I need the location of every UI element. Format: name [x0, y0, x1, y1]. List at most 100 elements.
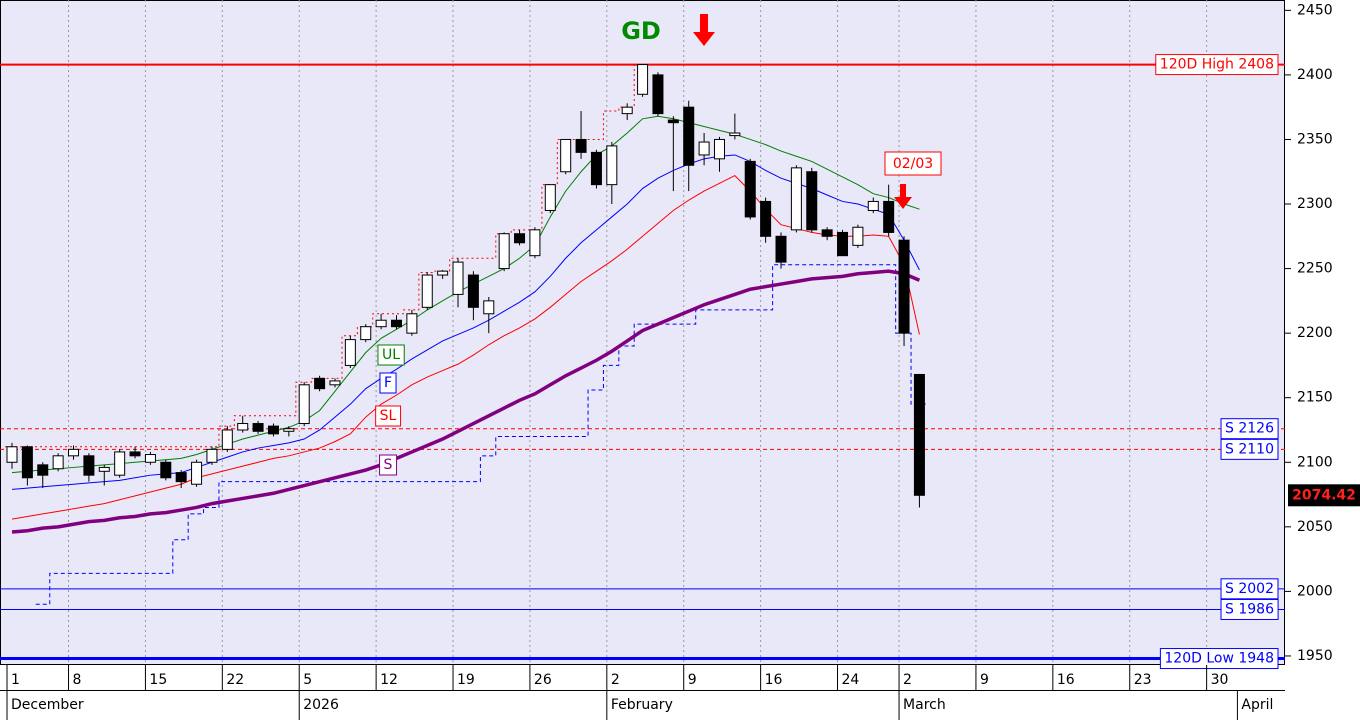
x-tick-label: 23 [1134, 672, 1152, 688]
level-label: 120D Low 1948 [1164, 651, 1274, 667]
candle-body [837, 231, 849, 257]
candle-body [68, 448, 80, 457]
x-tick-label: 1 [11, 672, 20, 688]
candle-body [560, 138, 572, 173]
candle-body [883, 200, 895, 233]
trail-line [5, 64, 927, 448]
y-tick-label: 2000 [1297, 583, 1333, 599]
candle-body [467, 274, 479, 308]
candle-body [298, 384, 310, 425]
y-tick-label: 2450 [1297, 2, 1333, 18]
x-tick-label: 15 [149, 672, 167, 688]
x-tick-label: 2 [903, 672, 912, 688]
month-label: 2026 [303, 697, 339, 713]
candle-body [514, 233, 526, 244]
candle-body [637, 64, 649, 95]
candle-body [360, 326, 372, 341]
candle-body [314, 377, 326, 390]
line-label: S [384, 457, 393, 473]
indicator-line [11, 115, 920, 474]
candle-body [129, 451, 141, 457]
candles [6, 64, 925, 508]
line-label-box [375, 405, 402, 427]
y-tick-label: 1950 [1297, 648, 1333, 664]
y-tick-label: 2400 [1297, 67, 1333, 83]
x-tick-label: 30 [1211, 672, 1229, 688]
level-box [1220, 598, 1279, 620]
candle-body [406, 313, 418, 334]
month-label: March [903, 697, 946, 713]
x-tick-label: 24 [842, 672, 860, 688]
candle-body [437, 270, 449, 276]
down-arrow [894, 184, 912, 209]
candle-body [344, 339, 356, 366]
candle-body [6, 446, 18, 463]
candle-body [21, 446, 33, 479]
candle-body [760, 200, 772, 237]
level-box [1220, 438, 1279, 460]
month-label: February [611, 697, 673, 713]
candle-body [144, 454, 156, 463]
candle-body [267, 425, 279, 435]
candle-body [191, 461, 203, 485]
y-tick-label: 2150 [1297, 390, 1333, 406]
candle-body [867, 200, 879, 211]
level-box [1155, 54, 1279, 76]
date-label: 02/03 [893, 156, 933, 172]
level-label: 120D High 2408 [1160, 57, 1274, 73]
x-tick-label: 9 [688, 672, 697, 688]
candle-body [744, 160, 756, 218]
level-box [1220, 418, 1279, 440]
y-tick-label: 2200 [1297, 325, 1333, 341]
level-label: S 2126 [1225, 421, 1274, 437]
candle-body [590, 151, 602, 186]
line-label: UL [382, 347, 400, 363]
candle-body [621, 106, 633, 115]
level-box [1159, 648, 1279, 670]
candle-body [160, 461, 172, 479]
candle-body [483, 300, 495, 315]
candle-body [729, 132, 741, 137]
candle-body [98, 466, 110, 472]
candle-body [114, 451, 126, 476]
line-label-box [379, 372, 397, 394]
candle-body [698, 141, 710, 156]
candle-body [775, 235, 787, 263]
candle-body [898, 239, 910, 334]
x-tick-label: 16 [1057, 672, 1075, 688]
level-label: S 2002 [1225, 581, 1274, 597]
x-tick-label: 2 [611, 672, 620, 688]
month-label: December [11, 697, 84, 713]
candle-body [498, 233, 510, 270]
candle-body [652, 74, 664, 115]
month-label: April [1241, 697, 1273, 713]
candle-body [283, 428, 295, 432]
candle-body [237, 423, 249, 431]
x-tick-label: 26 [534, 672, 552, 688]
level-label: S 1986 [1225, 601, 1274, 617]
y-tick-label: 2300 [1297, 196, 1333, 212]
candle-body [606, 145, 618, 186]
line-label-box [377, 344, 405, 366]
candle-body [821, 229, 833, 237]
candle-body [252, 423, 264, 432]
signal-label: GD [621, 17, 661, 45]
x-tick-label: 16 [765, 672, 783, 688]
x-tick-label: 5 [303, 672, 312, 688]
line-label-box [379, 454, 398, 476]
candle-body [375, 319, 387, 328]
candle-body [37, 464, 49, 476]
candle-body [529, 229, 541, 257]
overlays [5, 64, 927, 605]
candle-body [667, 119, 679, 124]
y-tick-label: 2100 [1297, 454, 1333, 470]
date-box [884, 151, 942, 176]
candle-body [452, 261, 464, 295]
candle-body [175, 472, 187, 483]
candle-body [544, 184, 556, 211]
last-price-label: 2074.42 [1292, 487, 1356, 503]
y-tick-label: 2050 [1297, 519, 1333, 535]
candle-body [52, 455, 64, 470]
